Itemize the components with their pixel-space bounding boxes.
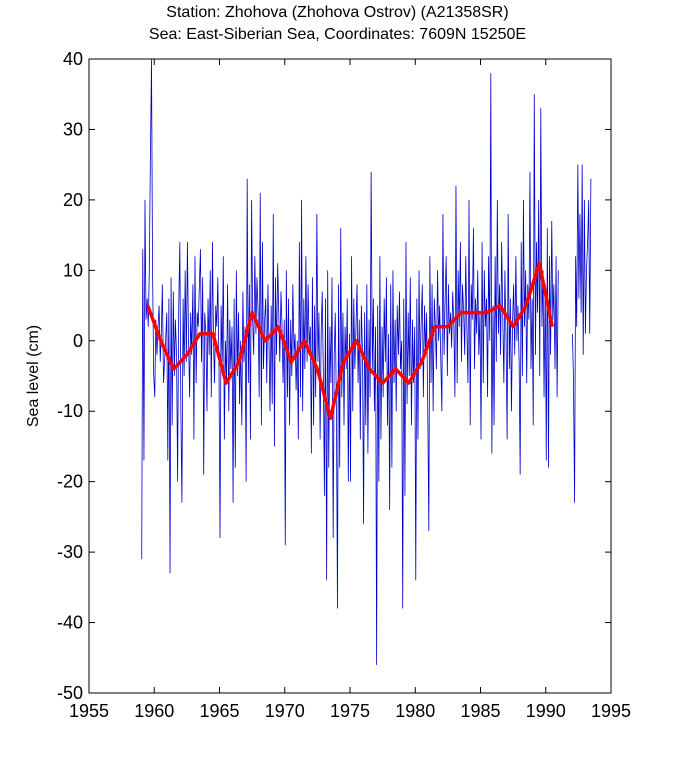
y-tick-label: -50: [57, 683, 83, 703]
y-tick-label: 40: [63, 49, 83, 69]
monthly-series: [141, 58, 592, 665]
annual-series: [146, 261, 554, 421]
y-tick-label: 10: [63, 260, 83, 280]
monthly-line: [571, 164, 592, 503]
y-tick-label: -10: [57, 401, 83, 421]
x-axis: 1955 1960 1965 1970 1975 1980 1985 1990 1995: [69, 59, 631, 721]
y-tick-label: 30: [63, 119, 83, 139]
annual-mean-line: [146, 261, 554, 421]
y-tick-label: 0: [73, 331, 83, 351]
chart-subtitle: Sea: East-Siberian Sea, Coordinates: 760…: [148, 26, 527, 43]
x-tick-label: 1965: [199, 701, 239, 721]
y-tick-label: -30: [57, 542, 83, 562]
x-tick-label: 1990: [526, 701, 566, 721]
x-tick-label: 1985: [460, 701, 500, 721]
plot-area: [141, 58, 592, 665]
y-tick-label: -40: [57, 613, 83, 633]
x-tick-label: 1975: [330, 701, 370, 721]
x-tick-label: 1980: [395, 701, 435, 721]
x-tick-label: 1960: [134, 701, 174, 721]
y-tick-label: 20: [63, 190, 83, 210]
y-tick-label: -20: [57, 472, 83, 492]
x-tick-label: 1955: [69, 701, 109, 721]
y-axis: 40 30 20 10 0 -10 -20 -30 -40 -50: [57, 49, 611, 703]
x-tick-label: 1970: [265, 701, 305, 721]
x-tick-label: 1995: [591, 701, 631, 721]
chart-title: Station: Zhohova (Zhohova Ostrov) (A2135…: [166, 4, 509, 21]
monthly-line: [141, 58, 559, 665]
y-axis-label: Sea level (cm): [25, 325, 42, 427]
